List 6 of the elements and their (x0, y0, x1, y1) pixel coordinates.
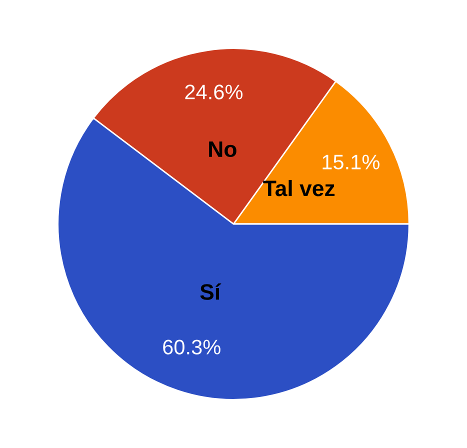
data-label: 24.6% (185, 84, 243, 100)
slice-label: No (209, 142, 236, 158)
slice-label: Tal vez (263, 180, 335, 196)
data-label: 15.1% (322, 154, 380, 170)
data-label: 60.3% (163, 340, 220, 354)
slice-label: Sí (200, 283, 222, 300)
